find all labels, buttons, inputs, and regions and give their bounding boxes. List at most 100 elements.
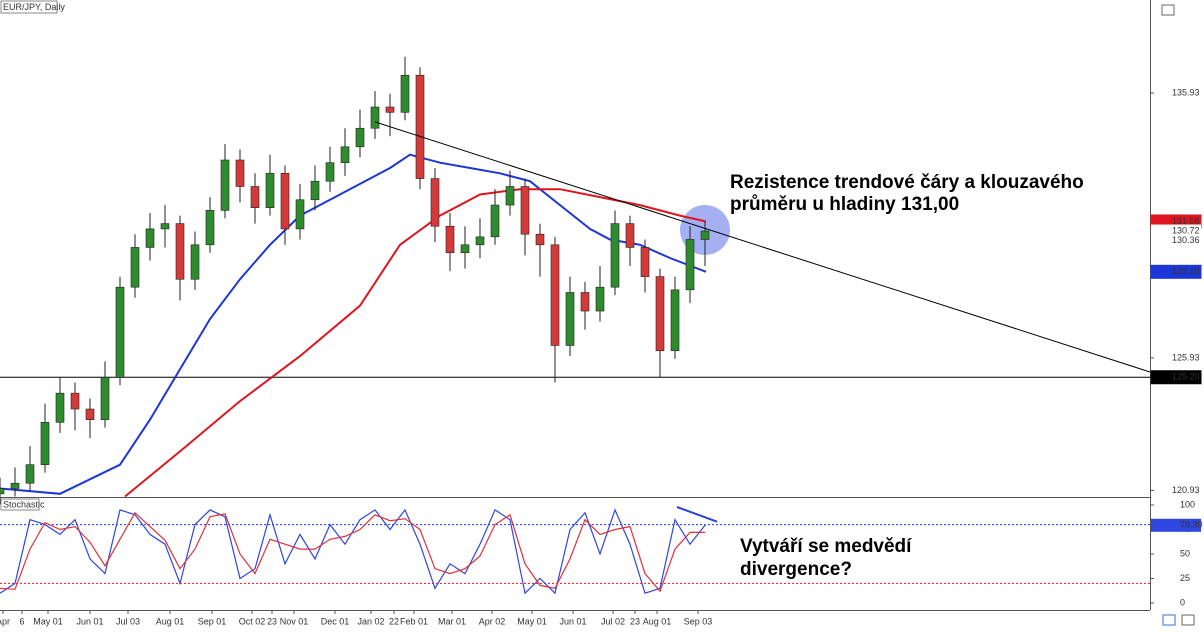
candle-body (475, 236, 485, 246)
y-tick-label: 100 (1180, 499, 1195, 509)
candle-body (25, 464, 35, 484)
link-icon[interactable] (1162, 614, 1176, 626)
candle-body (115, 286, 125, 378)
candle-body (670, 289, 680, 352)
candle-body (235, 159, 245, 187)
y-tick-label: 135.93 (1172, 87, 1200, 97)
x-tick-label: Aug 01 (643, 616, 672, 626)
candle-body (10, 482, 20, 489)
candle-body (280, 172, 290, 230)
candle-body (520, 186, 530, 235)
candle-body (625, 223, 635, 248)
candle-body (460, 244, 470, 254)
candle-body (220, 159, 230, 211)
price-label: 129.18 (1172, 266, 1200, 276)
x-tick-label: Jun 01 (76, 616, 103, 626)
stoch-line (0, 511, 705, 593)
candle-body (325, 162, 335, 182)
candle-body (340, 146, 350, 163)
x-tick-label: Mar 01 (438, 616, 466, 626)
candle-body (0, 488, 5, 495)
candle-body (610, 223, 620, 288)
price-label-box (1151, 518, 1201, 532)
price-label-box (1150, 264, 1202, 279)
annotation: Rezistence trendové čáry a klouzavého (730, 172, 1084, 193)
annotation: divergence? (740, 559, 852, 580)
y-tick-label: 120.93 (1172, 485, 1200, 495)
x-tick-label: 23 (267, 616, 277, 626)
annotation: Vytváří se medvědí (740, 536, 912, 557)
stoch-title: Stochastic (3, 499, 45, 509)
x-tick-label: Apr (0, 616, 10, 626)
title-box (0, 0, 58, 14)
candle-body (595, 286, 605, 312)
candle-body (415, 74, 425, 179)
price-label: 79.30 (1180, 520, 1203, 530)
candle-body (295, 199, 305, 230)
candle-body (400, 74, 410, 113)
x-tick-label: 6 (19, 616, 24, 626)
x-tick-label: Jul 02 (601, 616, 625, 626)
price-label: 130.36 (1172, 235, 1200, 245)
y-tick-label: 125.93 (1172, 352, 1200, 362)
candle-body (310, 180, 320, 201)
candle-body (130, 247, 140, 288)
y-tick-label: 50 (1180, 548, 1190, 558)
price-label-box (1151, 234, 1201, 248)
x-tick-label: Nov 01 (280, 616, 309, 626)
candle-body (430, 178, 440, 227)
moving-average (124, 188, 707, 498)
x-tick-label: Jan 02 (357, 616, 384, 626)
y-tick-label: 25 (1180, 573, 1190, 583)
settings-icon[interactable] (1161, 4, 1175, 16)
candle-body (85, 408, 95, 420)
candle-body (700, 230, 710, 240)
stoch-line (0, 508, 706, 595)
candle-body (250, 186, 260, 209)
price-label: 131.08 (1172, 216, 1200, 226)
candle-body (100, 376, 110, 420)
chart-title: EUR/JPY, Daily (3, 2, 65, 12)
moving-average (0, 153, 707, 495)
settings-icon[interactable] (1181, 614, 1195, 626)
candle-body (55, 392, 65, 423)
x-tick-label: Feb 01 (400, 616, 428, 626)
candle-body (145, 228, 155, 248)
candle-body (655, 276, 665, 352)
x-tick-label: 23 (630, 616, 640, 626)
x-tick-label: Dec 01 (321, 616, 350, 626)
candle-body (535, 233, 545, 246)
candle-body (190, 244, 200, 280)
candle-body (385, 106, 395, 113)
candle-body (70, 392, 80, 410)
candle-body (565, 292, 575, 346)
candle-body (205, 210, 215, 246)
candle-body (160, 223, 170, 230)
candle-body (490, 204, 500, 238)
stoch-title-box (0, 498, 40, 511)
divergence-line (676, 506, 718, 523)
candle-body (505, 186, 515, 206)
x-tick-label: Jun 01 (559, 616, 586, 626)
candle-body (550, 244, 560, 346)
price-label: 130.72 (1172, 225, 1200, 235)
x-tick-label: Jul 03 (116, 616, 140, 626)
y-tick-label: 0 (1180, 597, 1185, 607)
candle-body (640, 247, 650, 277)
candle-body (685, 239, 695, 291)
x-tick-label: May 01 (33, 616, 63, 626)
trendline (374, 121, 1151, 373)
candle-body (355, 127, 365, 148)
x-tick-label: Aug 01 (156, 616, 185, 626)
candle-body (265, 172, 275, 209)
x-tick-label: Sep 01 (198, 616, 227, 626)
candle-body (580, 292, 590, 312)
x-tick-label: May 01 (517, 616, 547, 626)
price-label-box (1150, 370, 1202, 385)
x-tick-label: 22 (389, 616, 399, 626)
x-tick-label: Sep 03 (684, 616, 713, 626)
candle-body (370, 106, 380, 129)
price-label: 125.20 (1172, 372, 1200, 382)
candle-body (445, 225, 455, 254)
